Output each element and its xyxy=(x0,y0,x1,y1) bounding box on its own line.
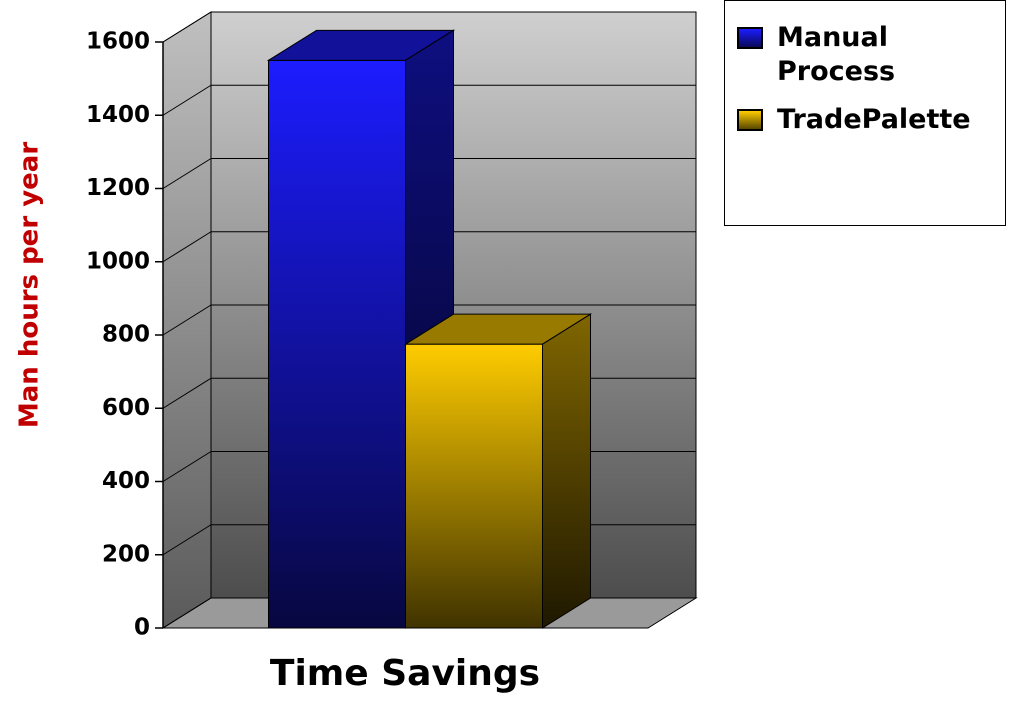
legend-entry: Manual Process xyxy=(737,21,1005,89)
bar-front xyxy=(268,59,406,629)
y-tick-label: 600 xyxy=(102,395,150,421)
grid-line xyxy=(162,377,212,409)
legend: Manual Process TradePalette xyxy=(724,0,1006,226)
grid-line xyxy=(162,451,212,482)
y-tick-label: 1200 xyxy=(86,175,150,201)
grid-line xyxy=(162,304,212,336)
bar-side xyxy=(542,313,591,629)
x-category-label: Time Savings xyxy=(270,653,540,694)
legend-entry: TradePalette xyxy=(737,103,1005,137)
grid-line xyxy=(162,524,212,556)
bar-front xyxy=(405,343,543,629)
legend-label: TradePalette xyxy=(777,104,971,135)
grid-line xyxy=(162,84,212,116)
y-tick-label: 1600 xyxy=(86,29,150,55)
y-tick-label: 1400 xyxy=(86,102,150,128)
y-tick-label: 0 xyxy=(134,615,150,641)
grid-line xyxy=(162,231,212,263)
grid-line xyxy=(162,597,212,629)
y-tick-label: 800 xyxy=(102,322,150,348)
y-tick-label: 200 xyxy=(102,541,150,567)
legend-swatch xyxy=(737,109,763,131)
y-axis-label: Man hours per year xyxy=(15,142,45,428)
y-tick-label: 1000 xyxy=(86,248,150,274)
grid-line xyxy=(162,158,212,189)
y-tick-label: 400 xyxy=(102,468,150,494)
legend-label: Manual Process xyxy=(777,22,896,87)
legend-swatch xyxy=(737,27,763,49)
grid-line xyxy=(162,11,212,43)
